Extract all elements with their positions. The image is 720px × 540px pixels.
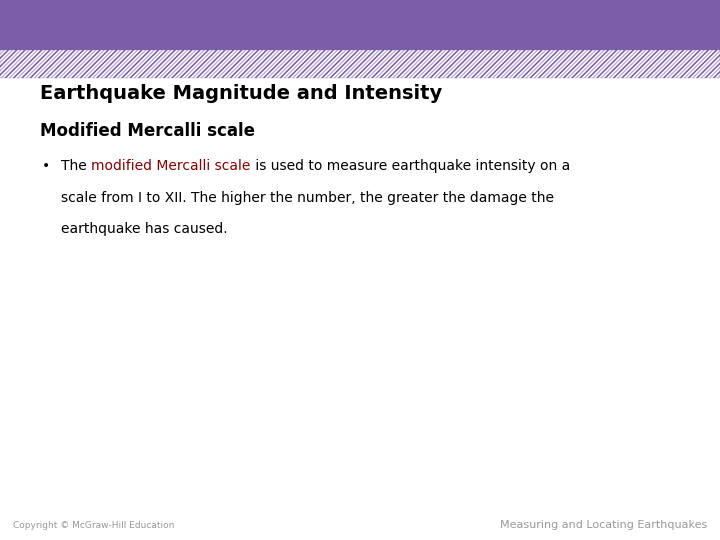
Text: Copyright © McGraw-Hill Education: Copyright © McGraw-Hill Education bbox=[13, 521, 174, 530]
Bar bbox=[0, 0, 720, 50]
Text: Modified Mercalli scale: Modified Mercalli scale bbox=[40, 122, 255, 139]
Bar bbox=[0, 50, 720, 78]
Text: is used to measure earthquake intensity on a: is used to measure earthquake intensity … bbox=[251, 159, 570, 173]
Text: The: The bbox=[61, 159, 91, 173]
Text: Earthquake Magnitude and Intensity: Earthquake Magnitude and Intensity bbox=[40, 84, 442, 103]
Text: modified Mercalli scale: modified Mercalli scale bbox=[91, 159, 251, 173]
Text: earthquake has caused.: earthquake has caused. bbox=[61, 222, 228, 236]
Text: Measuring and Locating Earthquakes: Measuring and Locating Earthquakes bbox=[500, 520, 707, 530]
Bar bbox=[0, 50, 720, 78]
Text: •: • bbox=[42, 159, 50, 173]
Text: scale from I to XII. The higher the number, the greater the damage the: scale from I to XII. The higher the numb… bbox=[61, 191, 554, 205]
